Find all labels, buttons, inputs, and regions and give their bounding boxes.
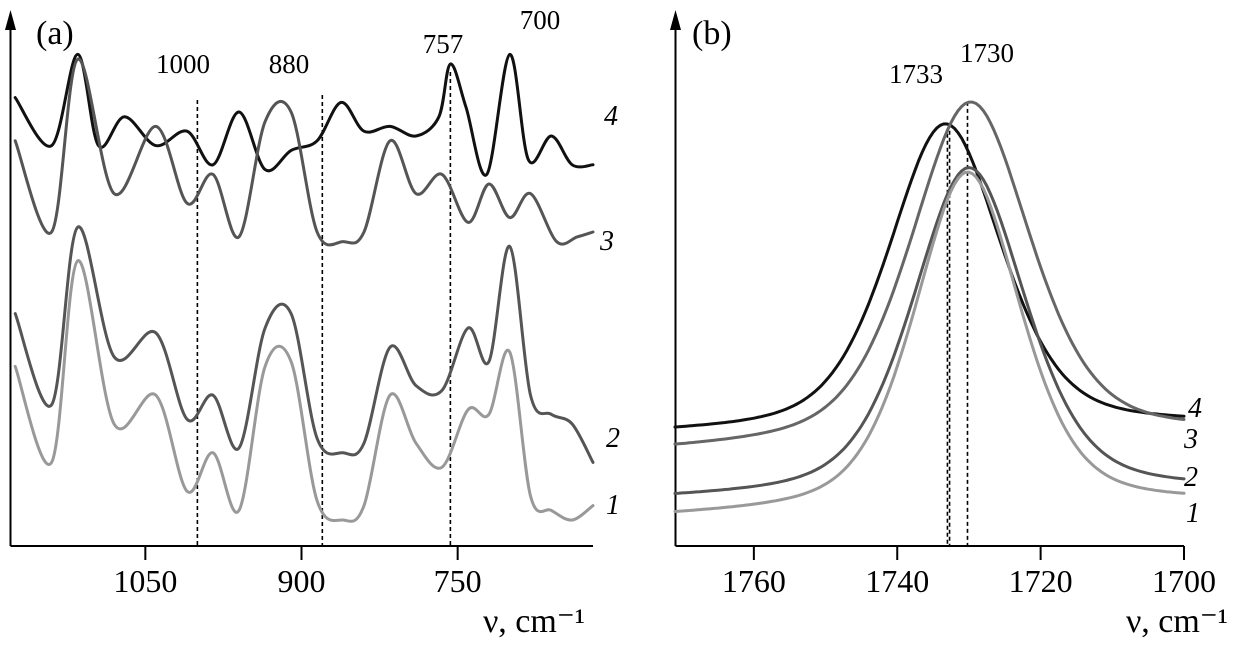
panel-b-series-2-line: [673, 166, 1186, 495]
panel-a-x-tick-label-1050: 1050: [113, 563, 177, 599]
panel-a-label: (a): [36, 15, 74, 52]
panel-a-series-label-1: 1: [606, 490, 620, 521]
panel-a-x-axis-title: ν, cm⁻¹: [483, 603, 585, 640]
panel-a-x-tick-label-900: 900: [278, 563, 326, 599]
panel-a-series-label-3: 3: [599, 226, 614, 257]
panel-b-x-tick-label-1700: 1700: [1152, 563, 1216, 599]
panel-b-x-axis-title: ν, cm⁻¹: [1126, 603, 1228, 640]
panel-a-series-4-line: [13, 52, 595, 177]
panel-a-curves: [13, 52, 595, 523]
panel-a-guides: [196, 72, 452, 546]
panel-a-x-tick-label-750: 750: [434, 563, 482, 599]
panel-b-series-4-line: [673, 122, 1186, 429]
panel-a: (a) 1050 900 750 1000 880 757 700 4 3 2 1 …: [5, 5, 620, 640]
panel-b-series-3-line: [673, 100, 1186, 446]
peak-label-757: 757: [423, 29, 464, 59]
panel-a-series-2-line: [13, 225, 595, 464]
peak-label-880: 880: [269, 49, 310, 79]
peak-label-1730: 1730: [960, 38, 1014, 68]
panel-b-series-label-1: 1: [1186, 498, 1200, 529]
panel-b-x-tick-label-1740: 1740: [865, 563, 929, 599]
panel-b: (b) 1760 1740 1720 1700 1733 1730 4 3 2 1 ν…: [670, 10, 1228, 640]
peak-label-1000: 1000: [156, 49, 210, 79]
panel-b-label: (b): [692, 15, 732, 52]
panel-b-ticks: 1760 1740 1720 1700: [722, 546, 1216, 599]
panel-b-series-label-3: 3: [1183, 424, 1198, 455]
panel-b-series-label-4: 4: [1188, 393, 1202, 424]
panel-a-series-3-line: [13, 57, 595, 247]
panel-b-y-arrow-icon: [670, 10, 681, 30]
peak-label-700: 700: [520, 5, 561, 35]
panel-b-curves: [673, 100, 1186, 513]
panel-b-x-tick-label-1760: 1760: [722, 563, 786, 599]
panel-a-y-arrow-icon: [5, 10, 16, 30]
panel-a-series-label-4: 4: [604, 101, 618, 132]
panel-a-ticks: 1050 900 750: [113, 546, 482, 599]
panel-b-series-1-line: [673, 170, 1186, 513]
panel-a-series-label-2: 2: [606, 423, 620, 454]
peak-label-1733: 1733: [889, 59, 943, 89]
panel-a-series-1-line: [13, 259, 595, 523]
panel-b-x-tick-label-1720: 1720: [1009, 563, 1073, 599]
panel-b-series-label-2: 2: [1184, 462, 1198, 493]
